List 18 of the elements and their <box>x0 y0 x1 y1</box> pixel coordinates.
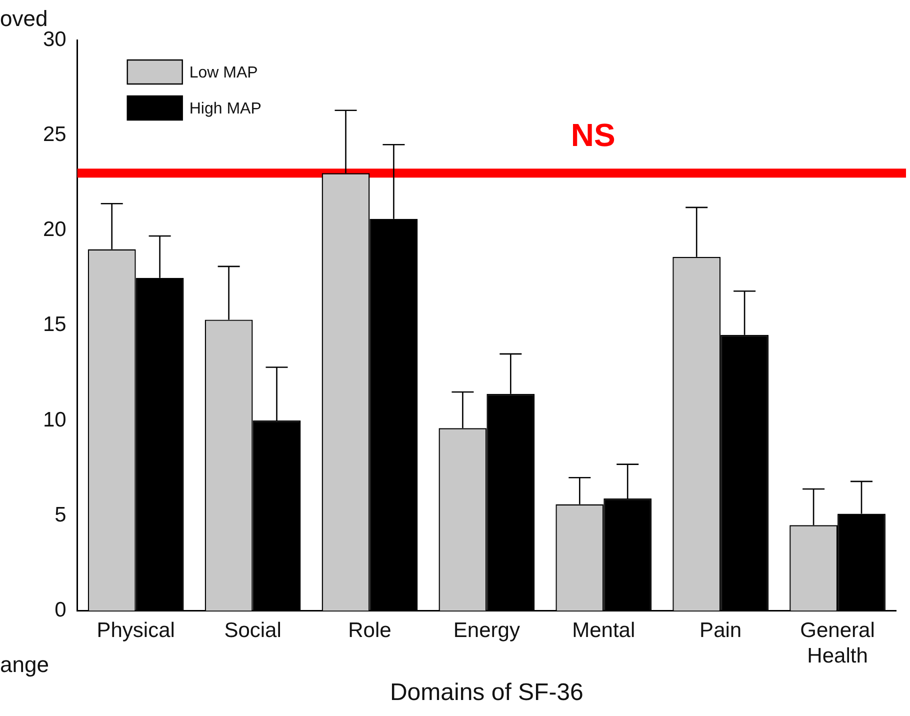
y-tick-label: 15 <box>43 313 66 336</box>
legend-label: High MAP <box>189 100 262 118</box>
text: ange <box>0 652 49 678</box>
x-tick-label: Mental <box>572 619 636 642</box>
ref-line-label: NS <box>570 117 616 154</box>
x-tick-label: Energy <box>453 619 520 642</box>
x-tick-label: Role <box>348 619 392 642</box>
x-tick-label: General Health <box>800 619 875 668</box>
y-tick-label: 25 <box>43 122 66 146</box>
x-tick-label: Pain <box>700 619 742 642</box>
x-axis-title: Domains of SF-36 <box>390 679 584 706</box>
y-tick-label: 20 <box>43 218 66 242</box>
y-tick-label: 0 <box>54 598 66 622</box>
x-tick-label: Social <box>224 619 282 642</box>
y-tick-label: 10 <box>43 408 66 432</box>
y-tick-label: 5 <box>54 503 66 526</box>
legend-label: Low MAP <box>189 64 258 82</box>
x-tick-label: Physical <box>96 619 175 642</box>
